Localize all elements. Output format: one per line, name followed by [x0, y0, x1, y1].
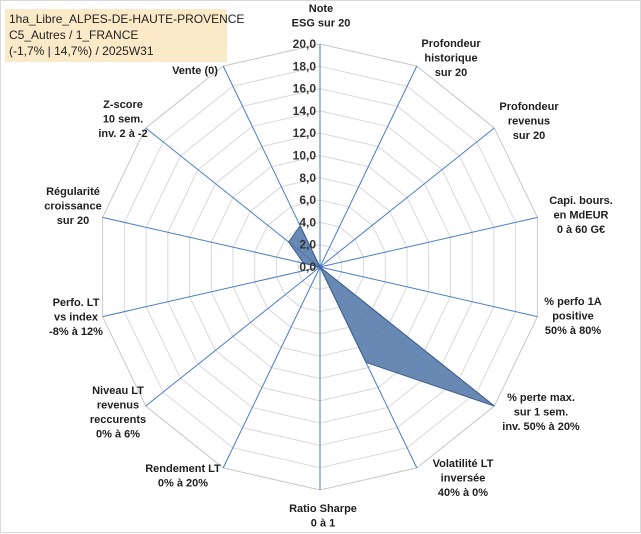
axis-spoke	[146, 267, 320, 406]
axis-label: % perte max.sur 1 sem.inv. 50% à 20%	[502, 392, 580, 433]
tick-label: 10,0	[293, 149, 317, 163]
info-line-1: 1ha_Libre_ALPES-DE-HAUTE-PROVENCE	[9, 11, 223, 27]
info-line-2: C5_Autres / 1_FRANCE	[9, 27, 223, 43]
radar-series	[289, 226, 495, 406]
tick-label: 12,0	[293, 126, 317, 140]
tick-label: 20,0	[293, 37, 317, 51]
tick-label: 8,0	[299, 171, 316, 185]
tick-label: 18,0	[293, 59, 317, 73]
info-line-3: (-1,7% | 14,7%) / 2025W31	[9, 43, 223, 59]
tick-label: 4,0	[299, 215, 316, 229]
tick-label: 0,0	[299, 260, 316, 274]
tick-label: 2,0	[299, 238, 316, 252]
series-area	[289, 226, 495, 406]
tick-label: 14,0	[293, 104, 317, 118]
axis-spoke	[320, 128, 494, 267]
tick-label: 16,0	[293, 82, 317, 96]
chart-info-box: 1ha_Libre_ALPES-DE-HAUTE-PROVENCE C5_Aut…	[5, 9, 227, 62]
tick-label: 6,0	[299, 193, 316, 207]
